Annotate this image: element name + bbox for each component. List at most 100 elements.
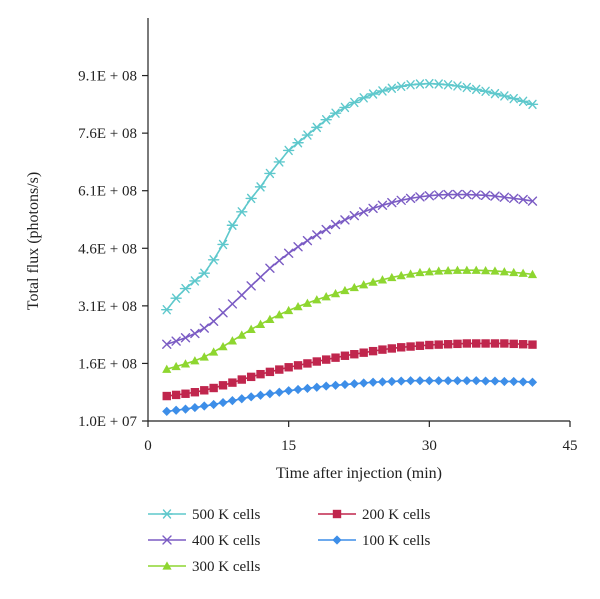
data-point (209, 383, 218, 393)
data-point (452, 376, 463, 386)
data-point (498, 91, 511, 101)
data-point (284, 386, 294, 396)
y-tick-label: 9.1E + 08 (78, 69, 137, 85)
data-point (340, 285, 350, 295)
series-layer (161, 78, 539, 417)
data-point (265, 367, 275, 377)
data-point (499, 192, 510, 202)
data-point (171, 405, 181, 415)
series-line (166, 82, 533, 311)
data-point (311, 122, 323, 133)
x-tick-label: 0 (144, 438, 152, 454)
data-point (199, 323, 209, 333)
data-point (490, 339, 500, 348)
data-point (434, 190, 444, 200)
data-point (508, 93, 520, 104)
data-point (434, 340, 443, 349)
y-tick-label: 1.0E + 07 (78, 414, 137, 430)
data-point (359, 348, 368, 357)
data-point (452, 189, 463, 200)
data-point (462, 189, 472, 200)
data-point (368, 277, 378, 286)
data-point (424, 191, 435, 201)
x-axis-title: Time after injection (min) (276, 465, 442, 482)
data-point (273, 157, 285, 167)
legend-item: 300 K cells (148, 559, 260, 575)
data-point (443, 265, 453, 275)
data-point (161, 304, 173, 315)
data-point (479, 86, 492, 97)
data-point (237, 290, 247, 300)
data-point (462, 265, 472, 274)
data-point (190, 388, 200, 397)
data-point (200, 386, 209, 395)
legend-label: 400 K cells (192, 533, 260, 549)
data-point (189, 276, 201, 286)
series-3 (162, 265, 538, 373)
data-point (245, 193, 257, 204)
data-point (443, 340, 453, 349)
data-point (228, 378, 237, 387)
y-tick-label: 4.6E + 08 (78, 241, 137, 257)
data-point (368, 377, 378, 387)
data-point (518, 377, 528, 387)
data-point (209, 347, 219, 356)
data-point (236, 207, 248, 217)
legend: 500 K cells 200 K cells 400 K cells 100 K c… (148, 507, 430, 575)
data-point (405, 269, 416, 278)
data-point (527, 377, 538, 387)
data-point (518, 268, 528, 277)
data-point (518, 194, 528, 205)
data-point (526, 99, 539, 110)
data-point (190, 328, 200, 339)
data-point (349, 282, 359, 292)
data-point (424, 376, 434, 386)
data-point (162, 406, 172, 417)
data-point (425, 340, 434, 350)
data-point (499, 376, 509, 387)
data-point (434, 266, 444, 275)
data-point (489, 88, 501, 99)
data-point (179, 283, 192, 294)
series-4 (162, 339, 537, 401)
data-point (453, 339, 462, 349)
data-point (265, 263, 275, 273)
data-point (331, 353, 340, 362)
data-point (254, 182, 267, 192)
data-point (274, 387, 284, 397)
data-point (462, 339, 472, 348)
data-point (302, 383, 313, 393)
data-point (162, 364, 172, 373)
data-point (321, 381, 331, 391)
data-point (480, 190, 491, 201)
data-point (367, 89, 379, 99)
data-point (209, 399, 219, 410)
y-tick-label: 3.1E + 08 (78, 299, 137, 315)
data-point (340, 351, 350, 360)
data-point (462, 376, 472, 386)
data-point (255, 272, 266, 282)
data-point (301, 130, 314, 140)
legend-marker (162, 535, 172, 545)
data-point (321, 224, 331, 235)
data-point (386, 83, 398, 93)
y-tick-label: 1.6E + 08 (78, 356, 137, 372)
data-point (348, 97, 361, 108)
data-point (415, 376, 425, 386)
data-point (471, 376, 481, 386)
data-point (350, 350, 359, 359)
data-point (357, 93, 370, 103)
data-point (434, 376, 444, 386)
data-point (405, 376, 416, 386)
data-point (481, 265, 491, 275)
data-point (443, 189, 453, 200)
data-point (227, 336, 237, 345)
data-point (208, 316, 219, 326)
data-point (509, 267, 519, 277)
data-point (452, 265, 463, 274)
series-line (166, 193, 533, 345)
data-point (481, 376, 491, 386)
data-point (226, 220, 239, 230)
data-point (414, 79, 426, 89)
legend-label: 100 K cells (362, 533, 430, 549)
